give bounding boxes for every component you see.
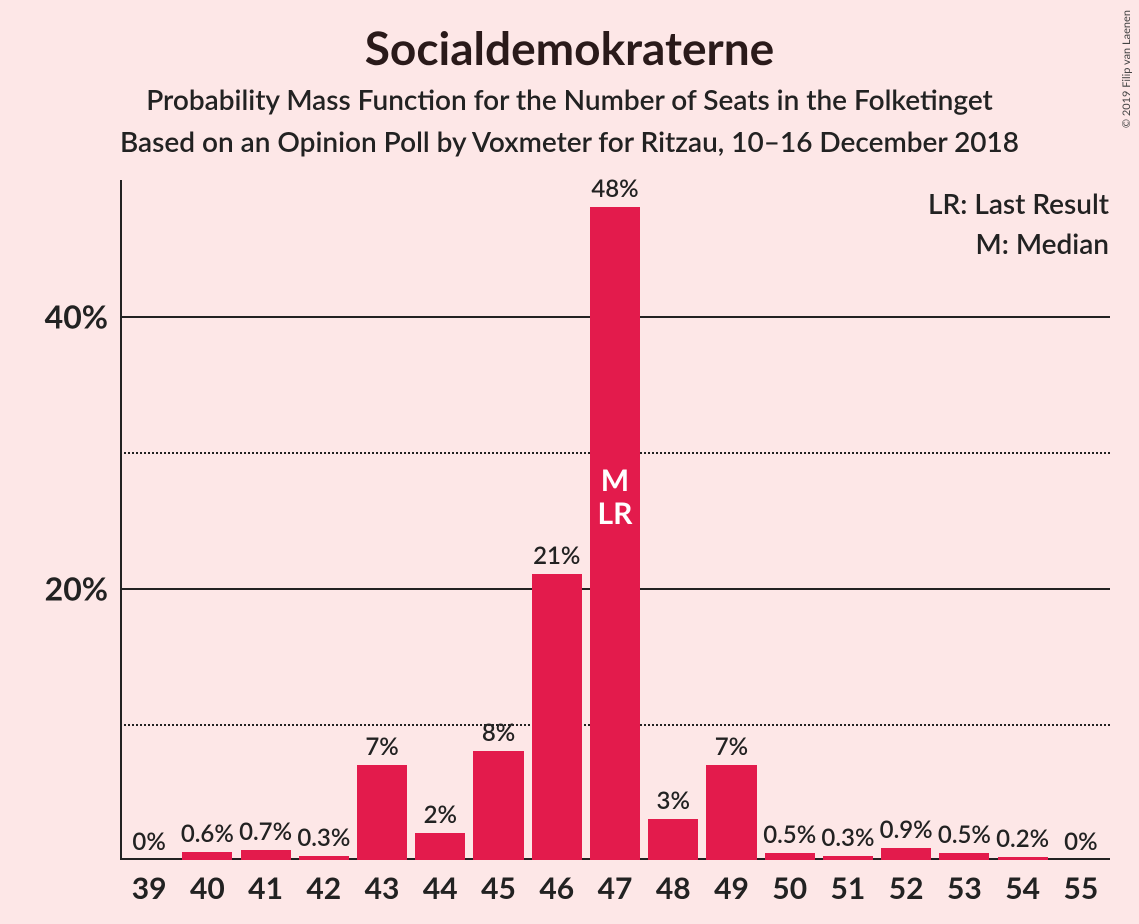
bar-value-label: 2% bbox=[424, 800, 457, 833]
bar-value-label: 0% bbox=[1064, 827, 1097, 860]
x-tick-label: 42 bbox=[306, 860, 341, 906]
x-tick-label: 55 bbox=[1063, 860, 1098, 906]
bar: 0.9% bbox=[881, 848, 931, 860]
x-tick-label: 46 bbox=[539, 860, 574, 906]
x-tick-label: 45 bbox=[481, 860, 516, 906]
bar-value-label: 0% bbox=[132, 827, 165, 860]
bar: 48%MLR bbox=[590, 207, 640, 860]
bar-value-label: 8% bbox=[482, 718, 515, 751]
chart-subtitle-2: Based on an Opinion Poll by Voxmeter for… bbox=[0, 124, 1139, 158]
x-tick-label: 53 bbox=[947, 860, 982, 906]
bar: 0.5% bbox=[939, 853, 989, 860]
bar: 0.7% bbox=[241, 850, 291, 860]
x-tick-label: 49 bbox=[714, 860, 749, 906]
x-tick-label: 54 bbox=[1005, 860, 1040, 906]
x-tick-label: 47 bbox=[598, 860, 633, 906]
bar-value-label: 0.3% bbox=[297, 823, 350, 856]
bar-value-label: 3% bbox=[657, 786, 690, 819]
x-tick-label: 40 bbox=[190, 860, 225, 906]
bar-value-label: 0.5% bbox=[938, 820, 991, 853]
bar-value-label: 0.6% bbox=[181, 819, 234, 852]
x-tick-label: 50 bbox=[772, 860, 807, 906]
plot-area: 20%40%0%390.6%400.7%410.3%427%432%448%45… bbox=[120, 180, 1110, 860]
pmf-chart: Socialdemokraterne Probability Mass Func… bbox=[0, 0, 1139, 924]
y-tick-label: 40% bbox=[45, 297, 120, 336]
x-tick-label: 43 bbox=[365, 860, 400, 906]
bar-value-label: 7% bbox=[365, 732, 398, 765]
bar: 2% bbox=[415, 833, 465, 860]
bar-value-label: 0.2% bbox=[996, 824, 1049, 857]
x-tick-label: 39 bbox=[132, 860, 167, 906]
bar-value-label: 0.9% bbox=[880, 815, 933, 848]
bar-value-label: 21% bbox=[533, 541, 580, 574]
bar: 8% bbox=[473, 751, 523, 860]
bar: 0.6% bbox=[182, 852, 232, 860]
x-tick-label: 48 bbox=[656, 860, 691, 906]
bar-value-label: 0.5% bbox=[763, 820, 816, 853]
bar-annotation: MLR bbox=[598, 464, 633, 530]
bar-value-label: 48% bbox=[591, 174, 638, 207]
bar: 7% bbox=[706, 765, 756, 860]
bar: 7% bbox=[357, 765, 407, 860]
y-axis bbox=[120, 180, 122, 860]
y-tick-label: 20% bbox=[45, 569, 120, 608]
bar: 0.5% bbox=[765, 853, 815, 860]
bar-value-label: 7% bbox=[715, 732, 748, 765]
x-tick-label: 52 bbox=[889, 860, 924, 906]
bar-value-label: 0.7% bbox=[239, 817, 292, 850]
x-tick-label: 44 bbox=[423, 860, 458, 906]
bar: 21% bbox=[532, 574, 582, 860]
bar: 3% bbox=[648, 819, 698, 860]
copyright-text: © 2019 Filip van Laenen bbox=[1120, 10, 1133, 128]
chart-title: Socialdemokraterne bbox=[0, 20, 1139, 75]
bar-value-label: 0.3% bbox=[821, 823, 874, 856]
chart-subtitle-1: Probability Mass Function for the Number… bbox=[0, 82, 1139, 116]
x-tick-label: 51 bbox=[831, 860, 866, 906]
x-tick-label: 41 bbox=[248, 860, 283, 906]
